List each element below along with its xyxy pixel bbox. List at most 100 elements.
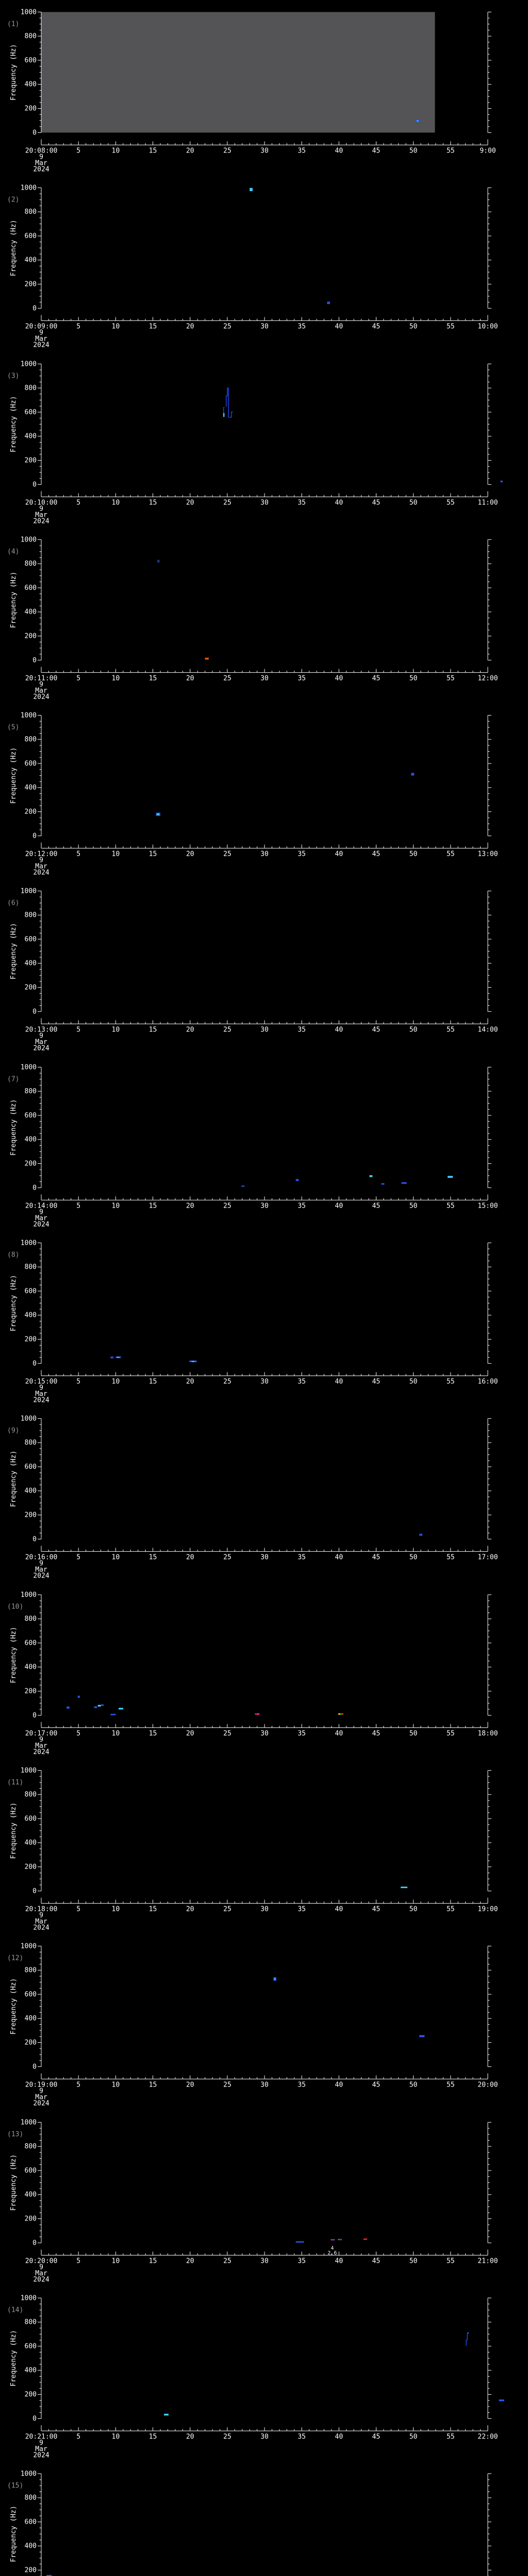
y-tick-label: 200: [25, 1160, 37, 1167]
x-tick-label: 40: [335, 1730, 343, 1737]
panel-number-label: (3): [7, 372, 19, 380]
x-tick-label: 35: [298, 1026, 306, 1034]
x-tick-label: 35: [298, 674, 306, 682]
x-axis: [41, 315, 488, 321]
date-label: Mar: [35, 1566, 47, 1574]
x-tick-label: 40: [335, 323, 343, 331]
x-tick-label: 20: [186, 674, 194, 682]
x-end-label: 12:00: [477, 674, 498, 682]
y-axis-left: [38, 2297, 42, 2419]
x-tick-label: 20: [186, 2081, 194, 2089]
x-tick-label: 25: [223, 2433, 232, 2441]
x-tick-label: 5: [76, 1202, 80, 1210]
y-tick-label: 600: [25, 2166, 37, 2174]
y-tick-label: 200: [25, 2039, 37, 2047]
x-tick-label: 5: [76, 2081, 80, 2089]
spectrogram-plot: 0 200 400 600 800 1000 5 10 15 20 25 30 35 40 45 50 55 20…: [7, 360, 503, 525]
y-axis-right: [487, 1946, 491, 2067]
x-tick-label: 15: [149, 1026, 157, 1034]
x-tick-label: 40: [335, 2081, 343, 2089]
spectrogram-event: [331, 2239, 333, 2241]
y-axis-left: [38, 11, 42, 133]
y-tick-label: 600: [25, 409, 37, 416]
y-tick-label: 1000: [21, 2470, 37, 2478]
date-label: 9: [39, 1384, 43, 1392]
x-tick-label: 15: [149, 2433, 157, 2441]
x-tick-label: 25: [223, 1202, 232, 1210]
spectrogram-panel-14: 0 200 400 600 800 1000 5 10 15 20 25 30 35 40 45 50 55 20…: [0, 2286, 528, 2462]
x-tick-label: 20: [186, 851, 194, 858]
x-tick-label: 50: [409, 1202, 418, 1210]
x-tick-label: 25: [223, 1378, 232, 1385]
x-tick-label: 25: [223, 499, 232, 506]
spectrogram-panel-4: 0 200 400 600 800 1000 5 10 15 20 25 30 35 40 45 50 55 20…: [0, 528, 528, 703]
x-tick-label: 55: [447, 2081, 455, 2089]
x-tick-label: 50: [409, 2081, 418, 2089]
panel-number-label: (8): [7, 1251, 19, 1259]
x-tick-label: 25: [223, 2081, 232, 2089]
date-label: 2024: [33, 342, 49, 349]
x-tick-label: 30: [260, 1026, 269, 1034]
spectrogram-event: [67, 1706, 70, 1709]
spectrogram-event: [94, 1706, 97, 1708]
x-tick-label: 45: [372, 499, 381, 506]
x-tick-label: 45: [372, 674, 381, 682]
x-end-label: 19:00: [477, 1905, 498, 1913]
x-tick-label: 15: [149, 499, 157, 506]
date-label: Mar: [35, 687, 47, 694]
spectrogram-events: 42.6: [295, 2238, 368, 2256]
y-tick-label: 200: [25, 105, 37, 113]
date-label: 2024: [33, 2100, 49, 2108]
date-label: 9: [39, 1560, 43, 1568]
y-tick-label: 400: [25, 81, 37, 89]
panel-number-label: (14): [7, 2306, 23, 2314]
x-tick-label: 55: [447, 147, 455, 155]
x-axis: [41, 2249, 488, 2256]
date-label: 9: [39, 1032, 43, 1040]
x-tick-label: 15: [149, 1554, 157, 1562]
y-tick-label: 400: [25, 2543, 37, 2550]
y-tick-label: 600: [25, 1639, 37, 1647]
spectrogram-events: [157, 560, 209, 660]
spectrogram-event: [417, 120, 419, 122]
x-tick-label: 50: [409, 1026, 418, 1034]
x-end-label: 13:00: [477, 851, 498, 858]
x-tick-label: 50: [409, 851, 418, 858]
y-tick-label: 200: [25, 984, 37, 992]
x-tick-label: 20: [186, 499, 194, 506]
y-axis-left: [38, 2473, 42, 2576]
x-tick-label: 20: [186, 1026, 194, 1034]
panel-number-label: (4): [7, 548, 19, 555]
x-tick-label: 45: [372, 2081, 381, 2089]
y-tick-label: 0: [32, 656, 37, 664]
y-tick-label: 800: [25, 1263, 37, 1271]
x-tick-label: 30: [260, 674, 269, 682]
x-tick-label: 5: [76, 1378, 80, 1385]
panel-number-label: (12): [7, 1955, 23, 1962]
date-label: 9: [39, 505, 43, 513]
x-tick-label: 15: [149, 1905, 157, 1913]
y-tick-label: 1000: [21, 2294, 37, 2302]
y-axis-title: Frequency (Hz): [10, 748, 18, 804]
y-tick-label: 800: [25, 1615, 37, 1623]
spectrogram-event: [205, 657, 209, 660]
y-tick-label: 600: [25, 1463, 37, 1471]
spectrogram-event: [46, 2575, 52, 2576]
y-tick-label: 400: [25, 1136, 37, 1144]
x-tick-label: 40: [335, 1026, 343, 1034]
x-start-label: 20:12:00: [25, 851, 58, 858]
spectrogram-plot: 42.6 0 200 400 600 800 1000 5 10 15 20 25 30 35 40 45 50…: [7, 2119, 498, 2283]
y-axis-left: [38, 1946, 42, 2067]
x-end-label: 20:00: [477, 2081, 498, 2089]
spectrogram-event: [257, 1713, 259, 1715]
x-tick-label: 55: [447, 1905, 455, 1913]
x-tick-label: 45: [372, 2257, 381, 2265]
spectrogram-event: [117, 1357, 120, 1358]
y-tick-label: 600: [25, 2343, 37, 2350]
y-axis-right: [487, 1066, 491, 1188]
panel-number-label: (13): [7, 2130, 23, 2138]
x-tick-label: 10: [112, 1905, 120, 1913]
spectrogram-events: [46, 2575, 52, 2576]
x-tick-label: 35: [298, 1905, 306, 1913]
y-tick-label: 1000: [21, 184, 37, 192]
